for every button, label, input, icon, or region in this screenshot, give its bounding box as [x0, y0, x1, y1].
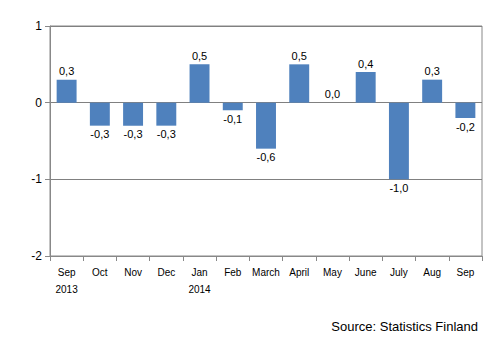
svg-text:0,5: 0,5: [292, 50, 307, 62]
svg-text:-2: -2: [31, 249, 42, 263]
svg-text:Oct: Oct: [92, 267, 108, 278]
svg-text:0,3: 0,3: [59, 65, 74, 77]
svg-text:Dec: Dec: [157, 267, 175, 278]
svg-text:1: 1: [35, 19, 42, 33]
svg-text:-0,6: -0,6: [257, 151, 276, 163]
svg-text:-1: -1: [31, 172, 42, 186]
svg-text:0: 0: [35, 96, 42, 110]
svg-text:-0,3: -0,3: [124, 128, 143, 140]
svg-text:0,4: 0,4: [358, 58, 373, 70]
svg-text:Feb: Feb: [224, 267, 242, 278]
svg-text:Sep: Sep: [456, 267, 474, 278]
svg-text:June: June: [355, 267, 377, 278]
svg-text:-0,3: -0,3: [90, 128, 109, 140]
svg-text:May: May: [323, 267, 342, 278]
svg-text:-1,0: -1,0: [389, 182, 408, 194]
svg-text:-0,1: -0,1: [223, 113, 242, 125]
svg-text:2014: 2014: [188, 284, 211, 295]
svg-text:0,0: 0,0: [325, 88, 340, 100]
svg-text:Sep: Sep: [58, 267, 76, 278]
svg-text:Source: Statistics Finland: Source: Statistics Finland: [331, 319, 478, 334]
svg-text:April: April: [289, 267, 309, 278]
svg-text:-0,3: -0,3: [157, 128, 176, 140]
svg-text:Jan: Jan: [191, 267, 207, 278]
svg-text:-0,2: -0,2: [456, 121, 475, 133]
svg-text:0,5: 0,5: [192, 50, 207, 62]
svg-text:Aug: Aug: [423, 267, 441, 278]
svg-text:2013: 2013: [55, 284, 78, 295]
svg-text:Nov: Nov: [124, 267, 142, 278]
svg-text:0,3: 0,3: [425, 65, 440, 77]
svg-text:March: March: [252, 267, 280, 278]
svg-text:July: July: [390, 267, 408, 278]
